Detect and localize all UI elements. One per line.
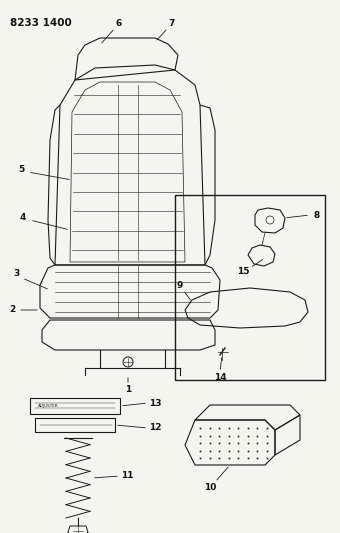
Text: 5: 5	[18, 165, 24, 174]
Text: 8: 8	[314, 211, 320, 220]
Text: 15: 15	[237, 268, 249, 277]
Text: 3: 3	[13, 270, 19, 279]
Bar	[175, 195, 325, 380]
Text: 14: 14	[214, 374, 226, 383]
Text: 9: 9	[177, 281, 183, 290]
Text: 12: 12	[149, 424, 161, 432]
Text: 7: 7	[169, 20, 175, 28]
Text: 2: 2	[9, 305, 15, 314]
Text: 4: 4	[20, 213, 26, 222]
Text: 11: 11	[121, 472, 133, 481]
Bar	[30, 398, 120, 414]
Text: 1: 1	[125, 385, 131, 394]
Text: 10: 10	[204, 483, 216, 492]
Text: ADJUSTER: ADJUSTER	[38, 404, 59, 408]
Text: 8233 1400: 8233 1400	[10, 18, 72, 28]
Bar	[35, 418, 115, 432]
Text: 13: 13	[149, 399, 161, 408]
Text: 6: 6	[116, 20, 122, 28]
